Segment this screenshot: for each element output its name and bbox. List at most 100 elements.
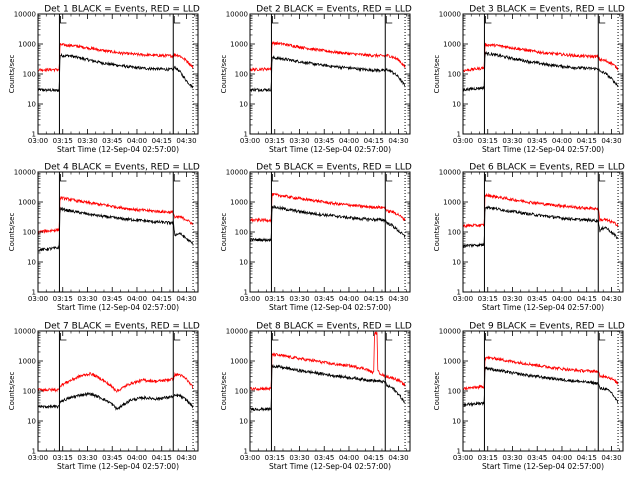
x-axis-label: Start Time (12-Sep-04 02:57:00) [269,303,391,312]
y-tick-label: 100 [235,388,248,396]
x-tick-label: 03:15 [53,137,73,145]
plot-area [38,195,194,252]
y-tick-label: 1 [32,131,36,139]
x-tick-label: 04:00 [127,137,147,145]
y-axis-label: Counts/sec [220,55,228,94]
x-tick-label: 03:00 [453,137,473,145]
series-lld-line [38,42,194,73]
series-lld-line [250,40,406,72]
x-tick-label: 04:15 [152,137,172,145]
y-tick-label: 100 [23,229,36,237]
x-tick-label: 03:15 [265,454,285,462]
y-tick-label: 10000 [439,169,461,177]
marker-bracket [485,16,492,24]
y-tick-label: 1 [457,448,461,456]
series-lld-line [38,195,194,235]
x-tick-label: 03:30 [289,454,309,462]
y-tick-label: 10000 [439,11,461,19]
marker-bracket [272,333,279,341]
series-events-line [250,364,406,412]
x-tick-label: 03:00 [28,137,48,145]
x-tick-label: 04:00 [127,454,147,462]
plot-area [463,42,619,92]
x-tick-label: 04:00 [339,454,359,462]
axes-frame [249,13,411,135]
y-tick-label: 1000 [18,199,36,207]
x-tick-label: 03:15 [478,454,498,462]
series-events-line [250,55,406,93]
y-tick-label: 1 [244,131,248,139]
x-axis-label: Start Time (12-Sep-04 02:57:00) [269,462,391,471]
y-tick-label: 10 [27,101,36,109]
x-tick-label: 03:30 [77,137,97,145]
marker-bracket [173,174,181,182]
y-tick-label: 1 [457,289,461,297]
series-events-line [38,391,194,411]
panel-title: Det 3 BLACK = Events, RED = LLD [469,5,625,15]
x-tick-label: 03:30 [289,137,309,145]
marker-bracket [598,174,606,182]
panel-title: Det 5 BLACK = Events, RED = LLD [256,163,412,173]
x-tick-label: 03:00 [240,295,260,303]
marker-bracket [598,333,606,341]
x-tick-label: 03:30 [289,295,309,303]
y-tick-label: 10 [27,259,36,267]
plot-area [463,355,619,407]
x-tick-label: 03:15 [478,137,498,145]
axes-frame [462,13,624,135]
y-tick-label: 1000 [18,41,36,49]
marker-bracket [272,174,279,182]
series-lld-line [463,192,619,229]
x-tick-label: 03:45 [314,137,334,145]
panel-det-2: Det 2 BLACK = Events, RED = LLD 1 10 100 100… [220,5,412,155]
x-tick-label: 03:45 [314,454,334,462]
panel-title: Det 6 BLACK = Events, RED = LLD [469,163,625,173]
marker-bracket [173,16,181,24]
y-tick-label: 100 [235,229,248,237]
x-tick-label: 04:15 [364,454,384,462]
y-tick-label: 1000 [18,358,36,366]
x-tick-label: 03:30 [77,454,97,462]
panel-det-3: Det 3 BLACK = Events, RED = LLD 1 10 100 100… [433,5,625,155]
x-tick-label: 03:15 [478,295,498,303]
marker-bracket [60,16,67,24]
x-tick-label: 03:30 [502,295,522,303]
panel-det-4: Det 4 BLACK = Events, RED = LLD 1 10 100 100… [8,163,200,313]
series-events-line [38,206,194,252]
y-tick-label: 1000 [443,41,461,49]
x-tick-label: 03:45 [102,454,122,462]
x-tick-label: 04:15 [152,454,172,462]
series-lld-line [463,42,619,73]
y-tick-label: 100 [23,388,36,396]
y-tick-label: 10 [452,101,461,109]
x-tick-label: 03:00 [453,454,473,462]
y-tick-label: 1 [244,448,248,456]
y-axis-label: Counts/sec [433,213,441,252]
panel-det-6: Det 6 BLACK = Events, RED = LLD 1 10 100 100… [433,163,625,313]
axes-frame [249,330,411,452]
plot-area [463,192,619,248]
x-tick-label: 04:00 [127,295,147,303]
y-axis-label: Counts/sec [433,372,441,411]
y-axis-label: Counts/sec [8,55,16,94]
x-tick-label: 03:00 [28,295,48,303]
y-tick-label: 10000 [14,11,36,19]
x-tick-label: 04:30 [601,137,621,145]
x-tick-label: 04:30 [388,295,408,303]
y-tick-label: 1 [457,131,461,139]
y-tick-label: 10000 [14,169,36,177]
marker-bracket [272,16,279,24]
plot-area [250,192,406,243]
y-tick-label: 1 [244,289,248,297]
x-tick-label: 04:00 [339,295,359,303]
x-tick-label: 03:45 [527,137,547,145]
y-tick-label: 1000 [230,199,248,207]
x-tick-label: 04:15 [152,295,172,303]
x-tick-label: 04:00 [552,137,572,145]
marker-bracket [385,174,393,182]
x-tick-label: 04:30 [388,454,408,462]
y-tick-label: 1000 [230,41,248,49]
x-tick-label: 03:30 [77,295,97,303]
y-axis-label: Counts/sec [220,213,228,252]
y-tick-label: 1 [32,448,36,456]
